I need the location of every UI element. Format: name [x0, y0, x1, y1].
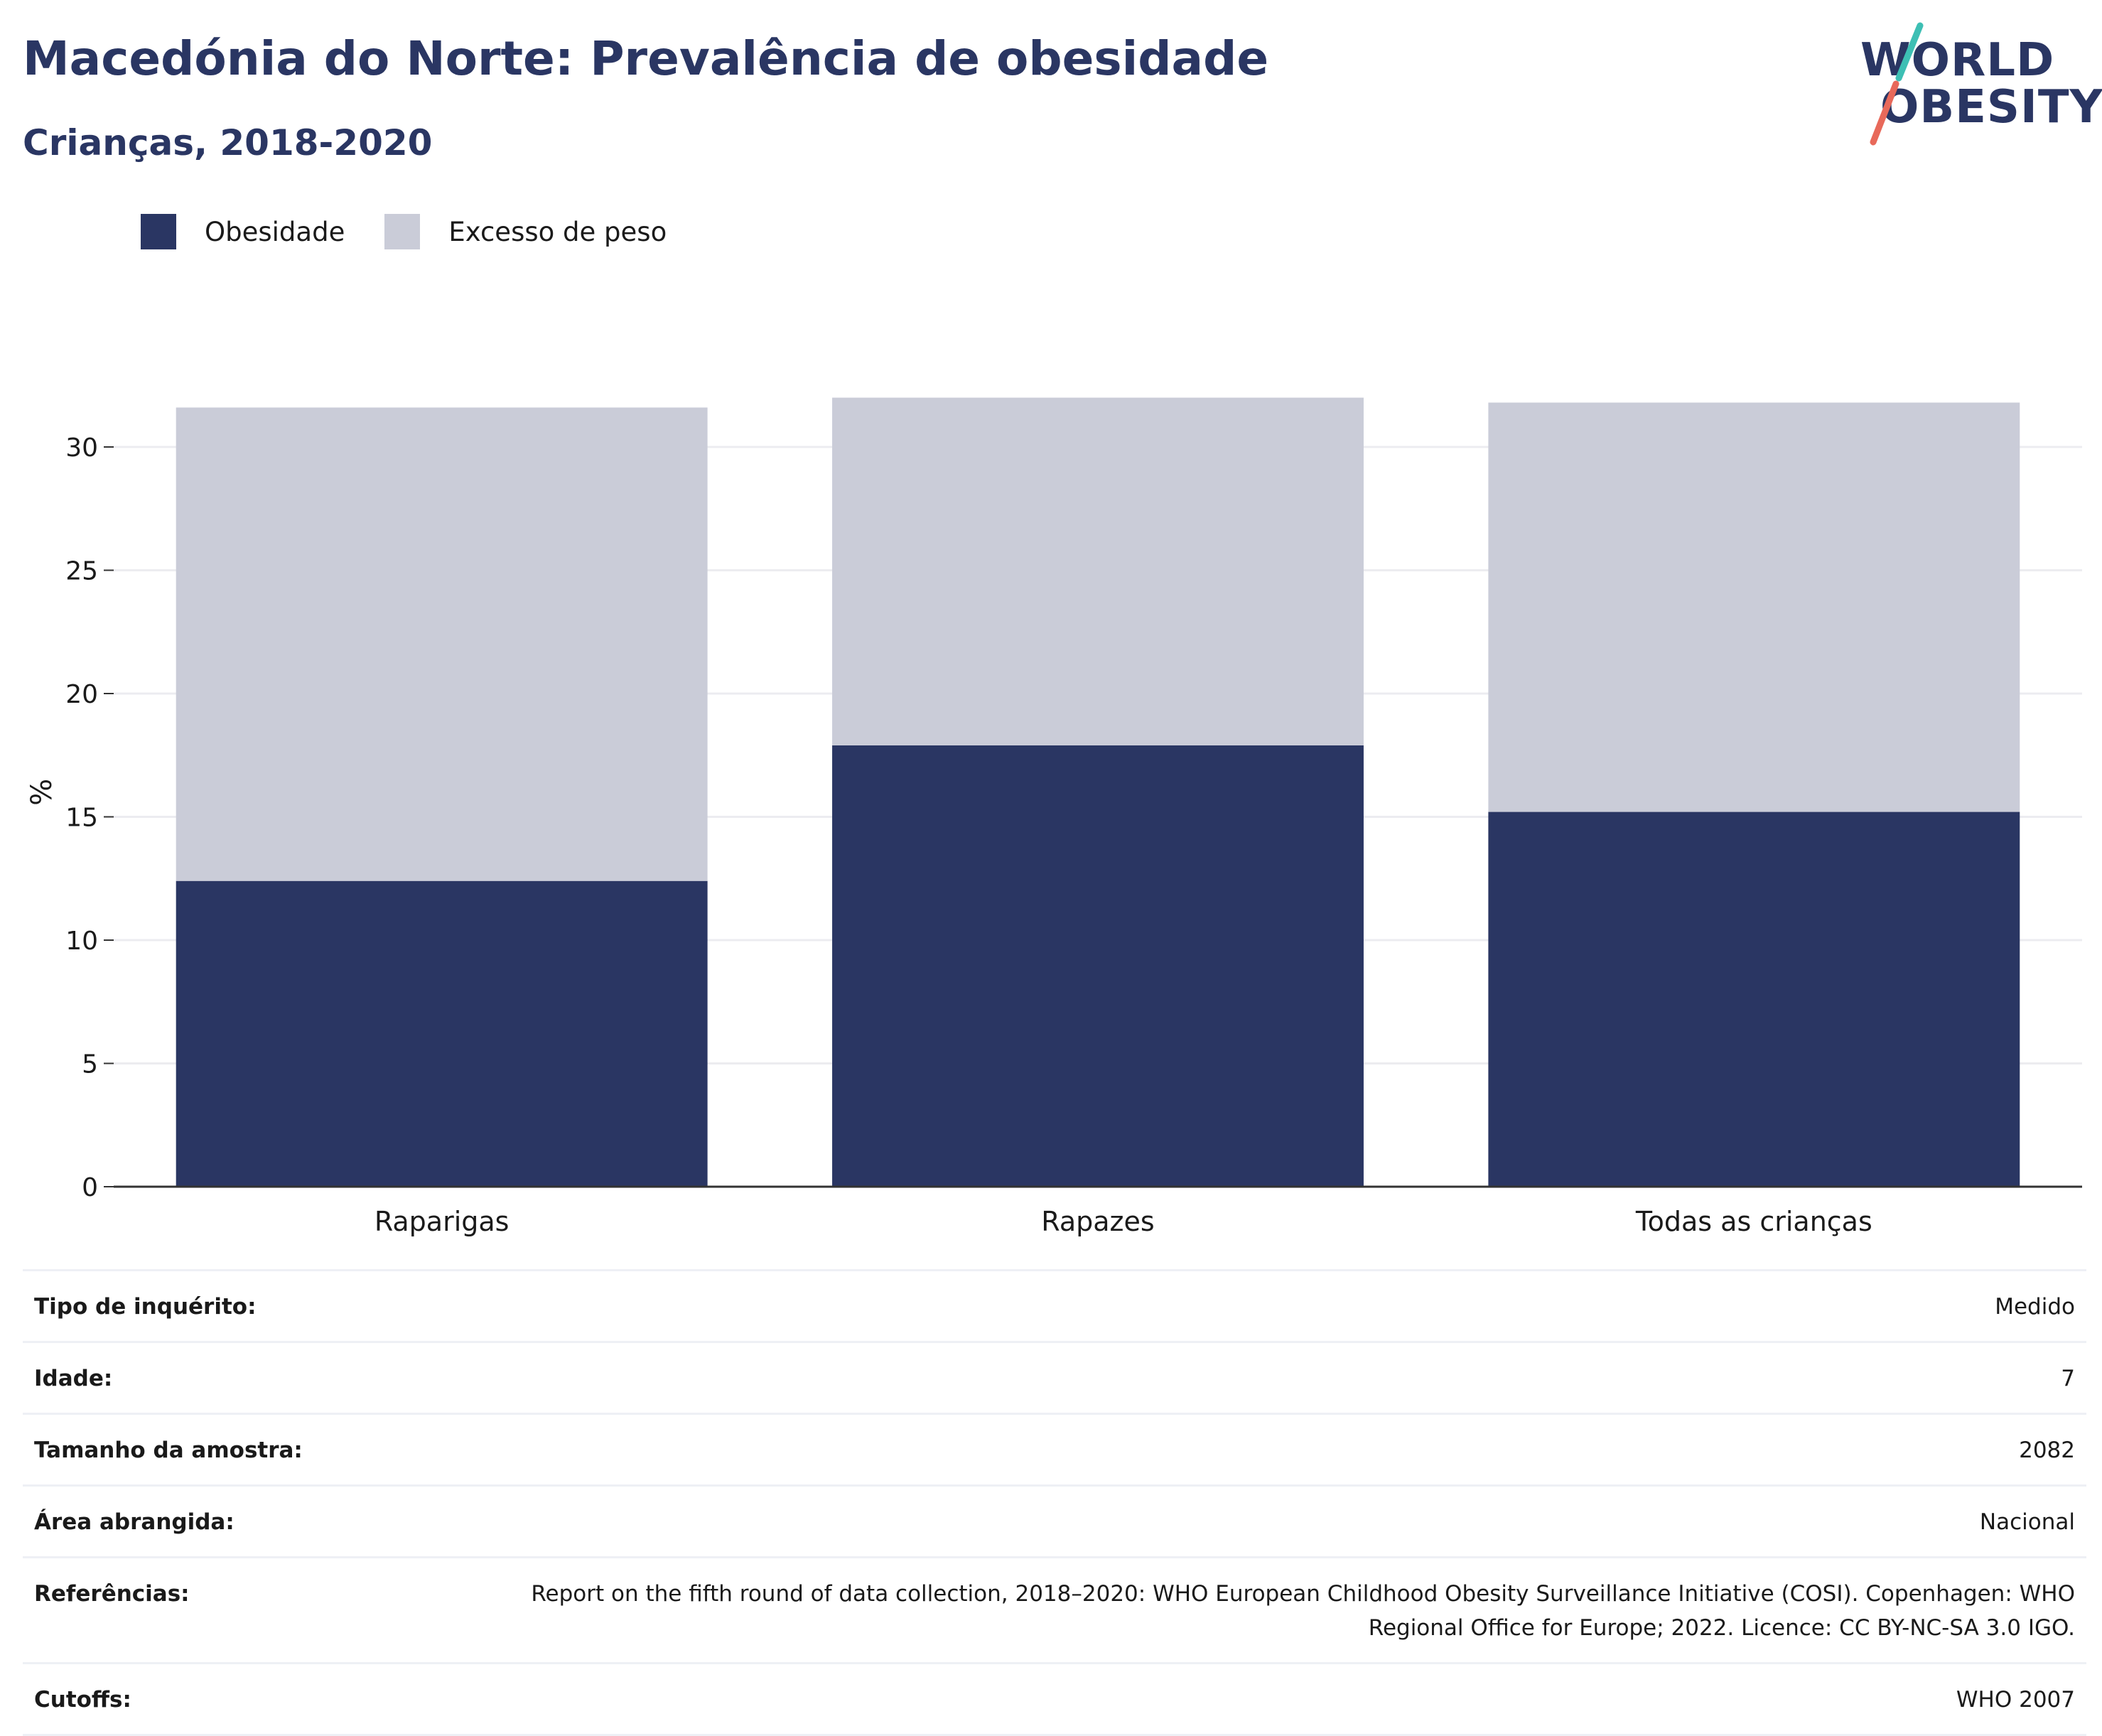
bar-excesso-de-peso — [1488, 402, 2020, 812]
bar-excesso-de-peso — [832, 397, 1364, 745]
chart-legend: Obesidade Excesso de peso — [141, 210, 706, 253]
world-obesity-logo: WORLD OBESITY — [1855, 21, 2102, 149]
legend-swatch-obesidade — [141, 214, 176, 249]
legend-item-excesso-de-peso[interactable]: Excesso de peso — [384, 214, 667, 249]
info-row-survey-type: Tipo de inquérito: Medido — [23, 1269, 2086, 1341]
legend-item-obesidade[interactable]: Obesidade — [141, 214, 345, 249]
info-value: Nacional — [1979, 1509, 2075, 1535]
legend-label-excesso-de-peso: Excesso de peso — [448, 216, 667, 247]
info-row-age: Idade: 7 — [23, 1341, 2086, 1413]
bar-chart: 0 5 10 15 20 25 30% Raparigas Rapazes Todas as cr… — [26, 397, 2082, 1237]
info-row-references: Referências: Report on the fifth round o… — [23, 1556, 2086, 1662]
info-label: Tipo de inquérito: — [34, 1294, 257, 1320]
y-tick-label: 5 — [82, 1050, 98, 1079]
info-value: Report on the fifth round of data collec… — [531, 1581, 2075, 1641]
x-tick-label: Todas as crianças — [1635, 1206, 1872, 1237]
info-value: Medido — [1995, 1294, 2075, 1320]
chart-title: Macedónia do Norte: Prevalência de obesi… — [23, 31, 1269, 86]
y-tick-label: 0 — [82, 1173, 98, 1202]
info-value: 2082 — [2019, 1438, 2075, 1463]
y-axis-label: % — [26, 779, 58, 806]
bar-excesso-de-peso — [176, 407, 708, 881]
info-value: WHO 2007 — [1956, 1687, 2075, 1713]
bar-obesidade — [1488, 812, 2020, 1187]
x-tick-label: Raparigas — [374, 1206, 510, 1237]
logo-text-world: WORLD — [1860, 34, 2055, 87]
info-row-cutoffs: Cutoffs: WHO 2007 — [23, 1662, 2086, 1736]
y-tick-label: 15 — [65, 804, 98, 833]
logo-slash-icon — [1870, 22, 1924, 146]
info-row-sample-size: Tamanho da amostra: 2082 — [23, 1413, 2086, 1484]
bar-obesidade — [176, 880, 708, 1187]
y-tick-label: 25 — [65, 557, 98, 586]
bar-obesidade — [832, 745, 1364, 1187]
survey-info-table: Tipo de inquérito: Medido Idade: 7 Taman… — [23, 1269, 2086, 1736]
info-label: Área abrangida: — [34, 1509, 235, 1535]
y-tick-label: 30 — [65, 433, 98, 463]
logo-text-obesity: OBESITY — [1880, 81, 2102, 134]
info-label: Cutoffs: — [34, 1687, 131, 1713]
info-label: Referências: — [34, 1581, 190, 1607]
y-tick-label: 10 — [65, 927, 98, 956]
legend-swatch-excesso-de-peso — [384, 214, 421, 249]
info-value: 7 — [2061, 1366, 2075, 1391]
y-tick-label: 20 — [65, 680, 98, 709]
info-row-area: Área abrangida: Nacional — [23, 1484, 2086, 1556]
info-label: Idade: — [34, 1366, 113, 1391]
legend-label-obesidade: Obesidade — [205, 216, 345, 247]
x-tick-label: Rapazes — [1041, 1206, 1154, 1237]
info-label: Tamanho da amostra: — [34, 1438, 303, 1463]
chart-subtitle: Crianças, 2018-2020 — [23, 122, 433, 163]
